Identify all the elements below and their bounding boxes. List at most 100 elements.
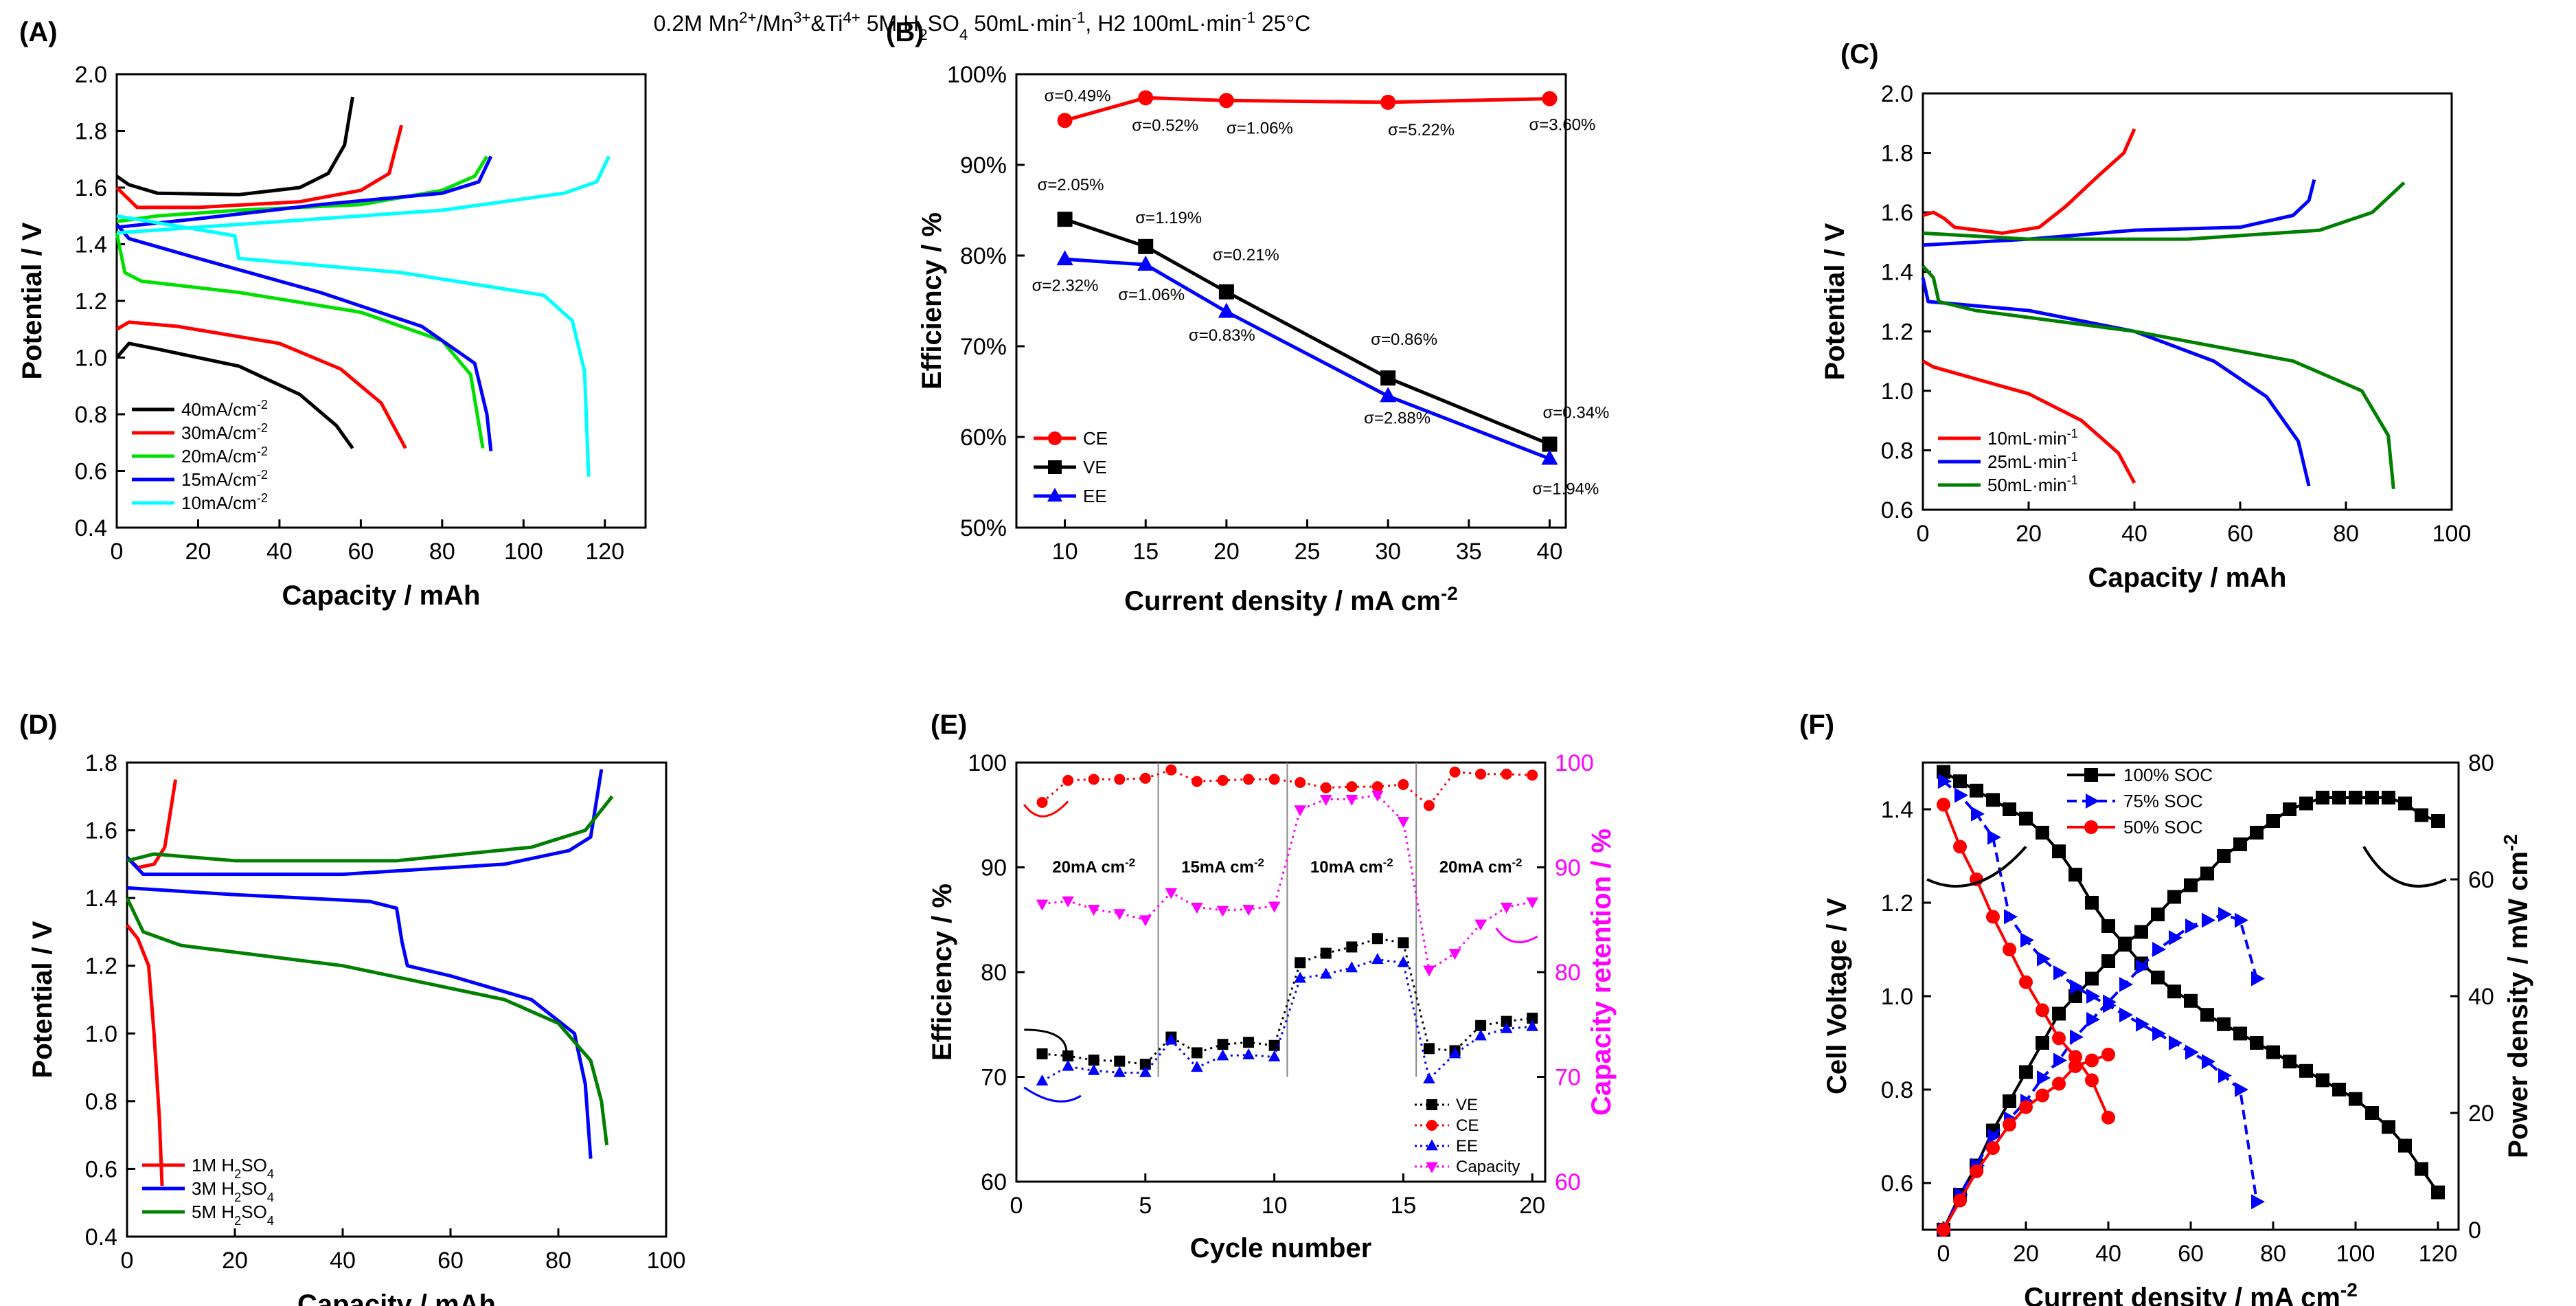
y2-tick-label: 80 [1555, 960, 1581, 986]
data-point [1541, 449, 1558, 465]
data-point [2349, 791, 2362, 804]
data-point [1542, 91, 1558, 106]
x-tick-label: 40 [2095, 1241, 2121, 1267]
discharge-curve [126, 924, 164, 1186]
legend-label: 100% SOC [2123, 765, 2213, 785]
x-tick-label: 60 [347, 539, 374, 565]
data-point [1057, 212, 1073, 227]
legend-label: 40mA/cm-2 [181, 398, 268, 420]
x-tick-label: 20 [2016, 521, 2042, 547]
legend-label: 1M H2SO4 [192, 1155, 274, 1181]
series-line-Capacity [1042, 793, 1533, 971]
data-point [2283, 802, 2296, 816]
data-point [1216, 905, 1229, 917]
y-tick-label: 1.2 [75, 289, 107, 315]
data-point [2200, 866, 2214, 881]
plot-frame [1922, 92, 2453, 511]
data-point [2202, 1054, 2215, 1070]
y-tick-label: 80% [960, 243, 1007, 269]
data-point [2134, 925, 2148, 939]
y-tick-label: 100% [947, 62, 1007, 88]
data-point [1114, 1055, 1126, 1067]
sigma-annotation: σ=0.34% [1542, 404, 1609, 423]
data-point [1295, 776, 1306, 788]
y-axis-label: Potential / V [27, 921, 58, 1078]
y-tick-label: 1.6 [75, 175, 107, 201]
x-tick-label: 80 [545, 1248, 571, 1274]
y-tick-label: 100 [968, 750, 1007, 776]
legend-label: EE [1456, 1137, 1478, 1156]
x-tick-label: 0 [1010, 1193, 1023, 1219]
data-point [1426, 1139, 1438, 1151]
x-tick-label: 80 [2333, 521, 2359, 547]
x-tick-label: 60 [2227, 521, 2253, 547]
data-point [1526, 1020, 1539, 1031]
data-point [2070, 979, 2084, 995]
discharge-curve [116, 214, 591, 477]
y-tick-label: 0.4 [85, 1224, 117, 1250]
data-point [2431, 1185, 2445, 1200]
data-point [1953, 774, 1967, 789]
x-tick-label: 100 [504, 539, 543, 565]
charge-curve [116, 155, 493, 229]
sigma-annotation: σ=1.06% [1227, 119, 1293, 137]
y-tick-label: 1.2 [1881, 890, 1913, 916]
y-axis-label: Potential / V [1820, 223, 1850, 380]
data-point [2084, 768, 2098, 782]
figure-title: 0.2M Mn2+/Mn3+&Ti4+ 5M H2SO4 50mL·min-1,… [654, 9, 1311, 43]
data-point [2119, 977, 2133, 992]
data-point [2118, 936, 2132, 951]
legend-label: 15mA/cm-2 [181, 468, 268, 490]
y-tick-label: 2.0 [1881, 81, 1913, 107]
data-point [1217, 774, 1229, 786]
data-point [1937, 798, 1950, 812]
y2-tick-label: 0 [2468, 1217, 2481, 1243]
power-curve [1942, 913, 2258, 1230]
data-point [2004, 909, 2018, 925]
plot-frame [126, 761, 668, 1238]
data-point [2003, 1094, 2016, 1108]
data-point [1088, 774, 1099, 785]
panel-label: (D) [19, 710, 58, 740]
data-point [2003, 1118, 2016, 1132]
data-point [1218, 93, 1234, 109]
y2-tick-label: 100 [1555, 750, 1594, 776]
data-point [1243, 1037, 1255, 1048]
sigma-annotation: σ=3.60% [1529, 116, 1595, 135]
y-tick-label: 1.0 [85, 1021, 117, 1047]
data-point [1036, 1074, 1049, 1085]
data-point [2169, 930, 2182, 945]
legend-label: 25mL·min-1 [1987, 450, 2078, 472]
data-point [1062, 1050, 1074, 1061]
data-point [2332, 791, 2346, 804]
charge-curve [115, 124, 404, 210]
charge-curve [126, 769, 604, 877]
data-point [1191, 1047, 1202, 1059]
data-point [1970, 1164, 1983, 1178]
x-tick-label: 80 [2260, 1241, 2286, 1267]
data-point [2200, 1008, 2214, 1022]
charge-curve [1922, 128, 2136, 235]
data-point [1398, 779, 1409, 791]
y-axis-label: Efficiency / % [927, 883, 957, 1061]
x-axis-label: Current density / mA cm-2 [1124, 583, 1458, 617]
data-point [1423, 1072, 1435, 1083]
data-point [2036, 1003, 2049, 1017]
data-point [2167, 984, 2181, 999]
data-point [1087, 1063, 1100, 1075]
data-point [1971, 806, 1985, 822]
y-tick-label: 1.4 [1881, 797, 1913, 823]
discharge-curve [115, 320, 407, 449]
x-tick-label: 20 [1213, 539, 1240, 565]
data-point [1527, 769, 1538, 781]
discharge-curve [115, 232, 485, 449]
data-point [1527, 1013, 1538, 1024]
x-tick-label: 30 [1375, 539, 1401, 565]
data-point [2019, 975, 2033, 989]
discharge-curve [115, 223, 493, 451]
data-point [1113, 1066, 1126, 1077]
y-tick-label: 60 [981, 1169, 1007, 1195]
y-tick-label: 1.4 [85, 886, 117, 912]
data-point [2119, 1007, 2133, 1023]
x-tick-label: 40 [266, 539, 293, 565]
